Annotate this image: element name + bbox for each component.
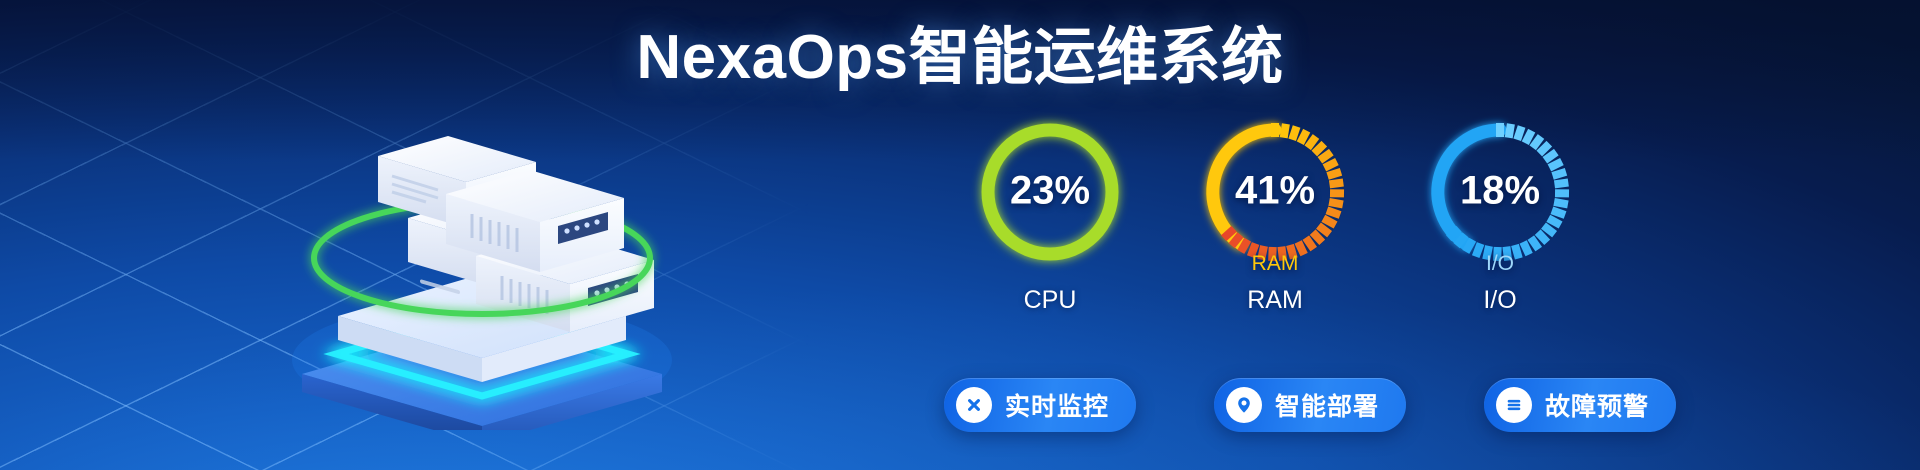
menu-lines-icon <box>1496 387 1532 423</box>
close-x-icon <box>956 387 992 423</box>
io-label: I/O <box>1483 286 1517 314</box>
page-title: NexaOps智能运维系统 <box>636 23 1284 92</box>
ram-gauge-ring: 41% RAM <box>1195 112 1355 275</box>
action-button-fault-alert[interactable]: 故障预警 <box>1484 378 1677 432</box>
action-label: 智能部署 <box>1275 393 1380 421</box>
action-button-realtime-monitoring[interactable]: 实时监控 <box>944 378 1137 432</box>
location-pin-icon <box>1226 387 1262 423</box>
action-button-smart-deployment[interactable]: 智能部署 <box>1214 378 1407 432</box>
io-gauge-ring: 18% I/O <box>1420 112 1580 275</box>
cpu-value: 23% <box>1009 168 1091 213</box>
metric-gauge-ram: 41% RAM RAM <box>1165 112 1385 315</box>
io-value: 18% <box>1459 168 1541 213</box>
ram-inner-label: RAM <box>1251 252 1299 275</box>
ram-label: RAM <box>1247 286 1303 314</box>
action-label: 故障预警 <box>1545 393 1650 421</box>
action-label: 实时监控 <box>1005 393 1110 421</box>
cpu-gauge-ring: 23% <box>970 112 1130 272</box>
cpu-label: CPU <box>1023 286 1077 314</box>
ram-value: 41% <box>1234 168 1316 213</box>
metric-gauge-io: 18% I/O I/O <box>1390 112 1610 315</box>
isometric-server-stack-illustration <box>270 60 690 444</box>
io-inner-label: I/O <box>1485 252 1514 275</box>
metric-gauge-cpu: 23% CPU <box>940 112 1160 315</box>
